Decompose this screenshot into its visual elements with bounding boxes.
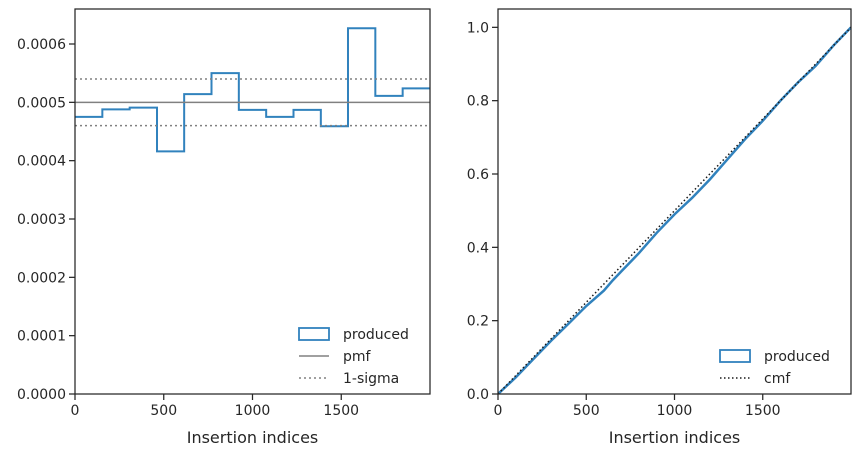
legend-label: produced [343, 327, 409, 343]
x-tick-label: 0 [71, 403, 80, 419]
y-tick-label: 0.0001 [17, 329, 66, 345]
x-tick-label: 500 [150, 403, 177, 419]
legend: produced cmf [719, 349, 830, 387]
y-tick-label: 0.0006 [17, 37, 66, 53]
x-tick-label: 1500 [745, 403, 781, 419]
legend-label: cmf [764, 371, 791, 387]
y-tick-label: 0.0000 [17, 387, 66, 403]
chart-2: 0 500 1000 1500 0.0 0.2 0.4 0.6 0.8 1.0 Insertion … [467, 8, 852, 447]
series-cmf-line [498, 26, 851, 394]
legend-swatch-produced [298, 327, 330, 341]
plot-area [75, 27, 430, 153]
y-tick-label: 0.0005 [17, 95, 66, 111]
legend-label: pmf [343, 349, 372, 365]
legend-label: produced [764, 349, 830, 365]
plot-area [498, 26, 851, 394]
x-tick-label: 1000 [657, 403, 693, 419]
legend-label: 1-sigma [343, 371, 399, 387]
series-produced-line [498, 26, 851, 394]
x-tick-label: 500 [573, 403, 600, 419]
axes-frame [497, 8, 852, 395]
chart-1: 0 500 1000 1500 0.0000 0.0001 0.0002 0.0003 0.00… [17, 8, 431, 447]
y-tick-label: 0.8 [467, 94, 489, 110]
x-tick-label: 1000 [235, 403, 271, 419]
y-tick-label: 0.4 [467, 240, 489, 256]
y-tick-label: 0.0003 [17, 212, 66, 228]
legend: produced pmf 1-sigma [298, 327, 409, 387]
x-tick-label: 0 [494, 403, 503, 419]
y-tick-label: 1.0 [467, 20, 489, 36]
y-tick-label: 0.6 [467, 167, 489, 183]
series-produced-step [75, 27, 430, 153]
y-tick-label: 0.0 [467, 387, 489, 403]
y-tick-label: 0.0004 [17, 154, 66, 170]
x-axis-label: Insertion indices [187, 428, 319, 447]
x-axis-label: Insertion indices [609, 428, 741, 447]
x-tick-label: 1500 [323, 403, 359, 419]
y-tick-label: 0.0002 [17, 270, 66, 286]
legend-swatch-produced [719, 349, 751, 363]
y-tick-label: 0.2 [467, 314, 489, 330]
